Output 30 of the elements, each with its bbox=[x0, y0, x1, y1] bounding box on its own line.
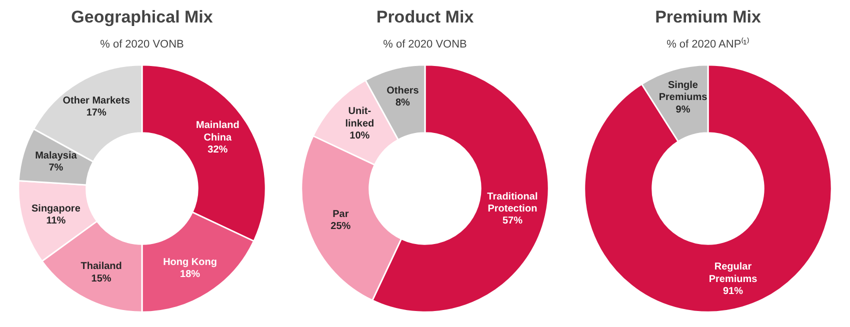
slice-label: Par bbox=[332, 208, 349, 220]
slice-label: Thailand bbox=[80, 261, 122, 272]
slice-label: Unit- linked bbox=[345, 106, 374, 130]
data-label: 7% bbox=[48, 162, 64, 174]
data-label: 57% bbox=[502, 216, 523, 227]
data-label: 17% bbox=[86, 108, 106, 119]
slice-label: Mainland China bbox=[196, 120, 240, 144]
data-label: 91% bbox=[722, 286, 744, 297]
chart-title: Geographical Mix bbox=[71, 8, 214, 26]
chart-subtitle: % of 2020 ANP⁽¹⁾ bbox=[666, 38, 749, 50]
chart-subtitle: % of 2020 VONB bbox=[100, 38, 184, 50]
slice-label: Others bbox=[386, 85, 420, 96]
data-label: 8% bbox=[395, 97, 410, 108]
data-label: 15% bbox=[91, 273, 112, 284]
slice-label: Other Markets bbox=[62, 96, 130, 107]
data-label: 18% bbox=[180, 268, 200, 280]
chart-subtitle: % of 2020 VONB bbox=[383, 38, 467, 50]
data-label: 10% bbox=[350, 130, 370, 142]
slice-label: Singapore bbox=[31, 203, 81, 214]
data-label: 9% bbox=[676, 104, 690, 116]
slice-label: Traditional Protection bbox=[487, 192, 538, 215]
data-label: 25% bbox=[330, 221, 351, 232]
chart-title: Premium Mix bbox=[655, 8, 762, 26]
data-label: 32% bbox=[208, 144, 228, 156]
slice-label: Hong Kong bbox=[163, 256, 217, 268]
data-label: 11% bbox=[46, 215, 66, 226]
slice-label: Malaysia bbox=[35, 150, 78, 162]
chart-title: Product Mix bbox=[376, 8, 474, 26]
slice-label: Single Premiums bbox=[658, 80, 708, 104]
slice-label: Regular Premiums bbox=[708, 262, 758, 285]
